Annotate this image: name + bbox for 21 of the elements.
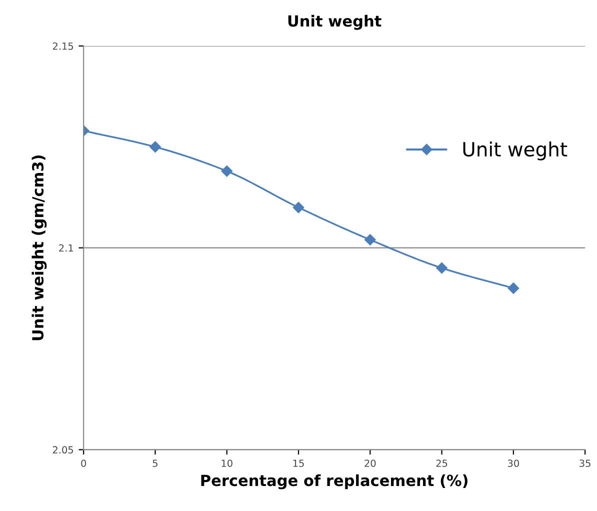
x-tick-label: 35: [580, 460, 590, 467]
y-axis-title: Unit weight (gm/cm3): [32, 156, 47, 340]
x-tick-label: 5: [152, 460, 158, 467]
point: [364, 234, 376, 246]
x-tick-label: 15: [293, 460, 304, 467]
x-tick-label: 30: [508, 460, 519, 467]
y-tick-label: 2.1: [59, 244, 73, 252]
point: [221, 166, 232, 177]
chart-title: Unit weght: [288, 14, 382, 30]
point: [436, 262, 448, 274]
y-tick-label: 2.15: [52, 42, 74, 50]
x-tick-label: 10: [222, 460, 232, 467]
legend-label: Unit weght: [463, 142, 568, 160]
point: [150, 141, 161, 153]
point: [292, 202, 304, 214]
y-tick-label: 2.05: [52, 446, 74, 454]
x-axis-title: Percentage of replacement (%): [201, 474, 468, 490]
x-tick-label: 25: [436, 460, 448, 467]
x-tick-label: 20: [364, 460, 376, 467]
x-tick-label: 0: [81, 460, 86, 467]
point: [508, 282, 520, 294]
